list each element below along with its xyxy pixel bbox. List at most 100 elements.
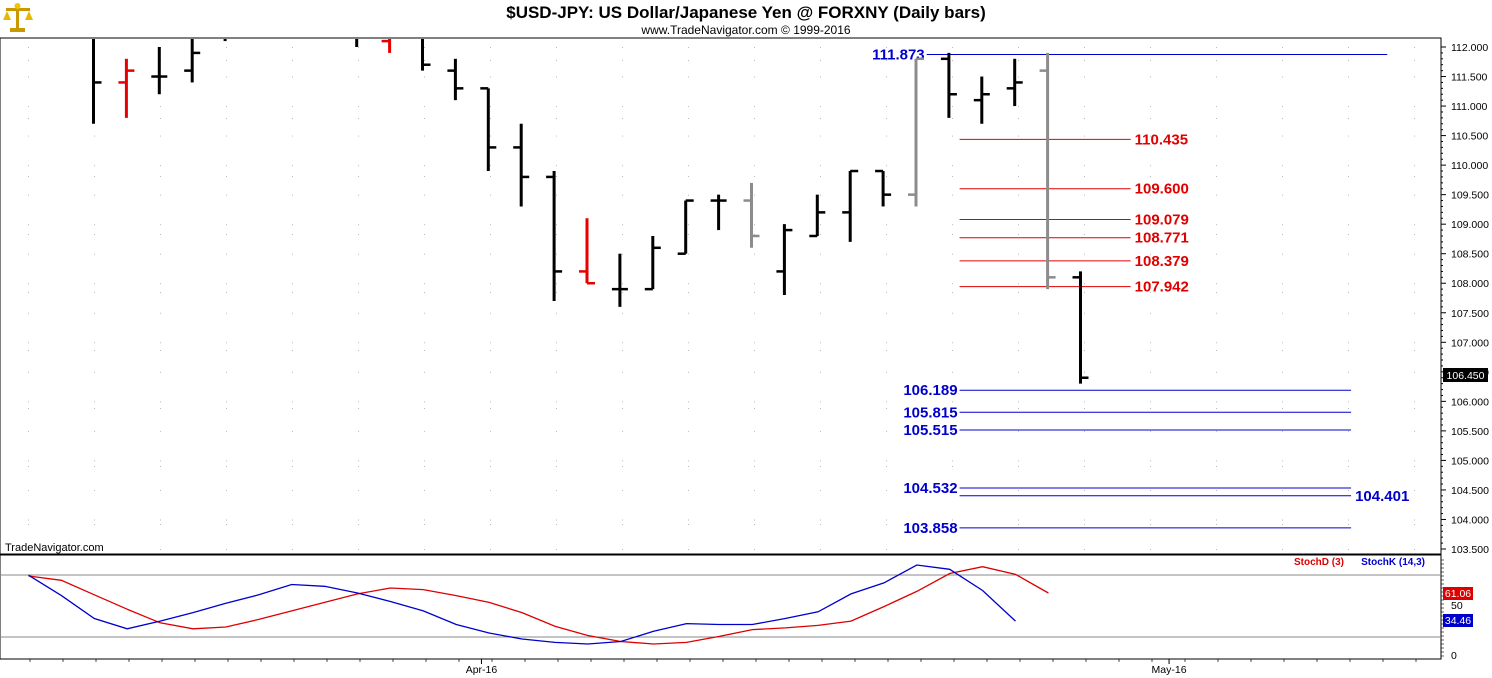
grid-dot <box>1282 401 1283 403</box>
ohlc-bar <box>250 0 266 35</box>
ohlc-bar <box>644 235 661 291</box>
ohlc-bar <box>513 123 530 207</box>
grid-dot <box>94 408 95 409</box>
grid-dot <box>754 408 755 409</box>
grid-dot <box>754 118 755 119</box>
grid-dot <box>94 194 95 196</box>
grid-dot <box>28 519 29 521</box>
grid-dot <box>1018 118 1019 119</box>
price-tick-label: 106.000 <box>1451 396 1489 408</box>
grid-dot <box>358 135 359 137</box>
grid-dot <box>886 60 887 61</box>
grid-dot <box>688 401 689 403</box>
grid-dot <box>1282 176 1283 177</box>
grid-dot <box>754 76 755 78</box>
grid-dot <box>886 283 887 285</box>
grid-dot <box>1414 176 1415 177</box>
grid-dot <box>1414 60 1415 61</box>
grid-dot <box>952 118 953 119</box>
grid-dot <box>358 292 359 293</box>
grid-dot <box>1348 460 1349 462</box>
grid-dot <box>490 60 491 61</box>
grid-dot <box>226 408 227 409</box>
grid-dot <box>358 165 359 167</box>
grid-dot <box>1216 524 1217 525</box>
grid-dot <box>1216 519 1217 521</box>
grid-dot <box>1018 489 1019 491</box>
grid-dot <box>94 430 95 432</box>
grid-dot <box>292 283 293 285</box>
grid-dot <box>226 283 227 285</box>
grid-dot <box>1282 292 1283 293</box>
grid-dot <box>622 489 623 491</box>
level-label: 108.771 <box>1135 230 1189 247</box>
grid-dot <box>622 76 623 78</box>
price-tick-label: 109.500 <box>1451 190 1489 202</box>
grid-dot <box>1150 524 1151 525</box>
ohlc-bar <box>579 218 595 285</box>
grid-dot <box>1150 106 1151 108</box>
grid-dot <box>1150 401 1151 403</box>
grid-dot <box>754 135 755 137</box>
grid-dot <box>952 283 953 285</box>
grid-dot <box>886 460 887 462</box>
copyright-text: www.TradeNavigator.com © 1999-2016 <box>640 23 850 37</box>
grid-dot <box>820 194 821 196</box>
grid-dot <box>1216 60 1217 61</box>
grid-dot <box>358 350 359 351</box>
grid-dot <box>292 342 293 344</box>
grid-dot <box>1282 342 1283 344</box>
grid-dot <box>1150 47 1151 48</box>
grid-dot <box>622 176 623 177</box>
grid-dot <box>424 47 425 48</box>
grid-dot <box>754 194 755 196</box>
grid-dot <box>688 549 689 550</box>
grid-dot <box>952 430 953 432</box>
grid-dot <box>556 430 557 432</box>
grid-dot <box>1348 312 1349 314</box>
ohlc-bar <box>611 253 628 307</box>
grid-dot <box>556 342 557 344</box>
grid-dot <box>1414 76 1415 78</box>
grid-dot <box>358 524 359 525</box>
grid-dot <box>952 401 953 403</box>
grid-dot <box>28 312 29 314</box>
grid-dot <box>292 234 293 235</box>
grid-dot <box>1084 292 1085 293</box>
grid-dot <box>1414 118 1415 119</box>
grid-dot <box>1150 60 1151 61</box>
grid-dot <box>688 135 689 137</box>
grid-dot <box>820 47 821 48</box>
grid-dot <box>1216 401 1217 403</box>
grid-dot <box>490 194 491 196</box>
stochastic-lines <box>28 564 1049 645</box>
grid-dot <box>160 176 161 177</box>
grid-dot <box>556 466 557 467</box>
grid-dot <box>94 234 95 235</box>
grid-dot <box>424 253 425 255</box>
ohlc-bar <box>1072 271 1089 384</box>
grid-dot <box>1084 60 1085 61</box>
grid-dot <box>358 519 359 521</box>
grid-dot <box>292 253 293 255</box>
grid-dot <box>1216 549 1217 550</box>
level-label: 109.600 <box>1135 181 1189 198</box>
grid-dot <box>556 371 557 373</box>
grid-dot <box>1348 342 1349 344</box>
grid-dot <box>1282 371 1283 373</box>
grid-dot <box>820 466 821 467</box>
grid-dot <box>1150 224 1151 226</box>
grid-dot <box>688 430 689 432</box>
grid-dot <box>160 194 161 196</box>
grid-dot <box>1084 135 1085 137</box>
grid-dot <box>1348 224 1349 226</box>
grid-dot <box>424 234 425 235</box>
grid-dot <box>424 312 425 314</box>
grid-dot <box>1414 253 1415 255</box>
date-tick-label: Apr-16 <box>466 664 498 676</box>
grid-dot <box>1150 292 1151 293</box>
grid-dot <box>1414 430 1415 432</box>
grid-dot <box>754 60 755 61</box>
grid-dot <box>1414 549 1415 550</box>
grid-dot <box>424 549 425 550</box>
